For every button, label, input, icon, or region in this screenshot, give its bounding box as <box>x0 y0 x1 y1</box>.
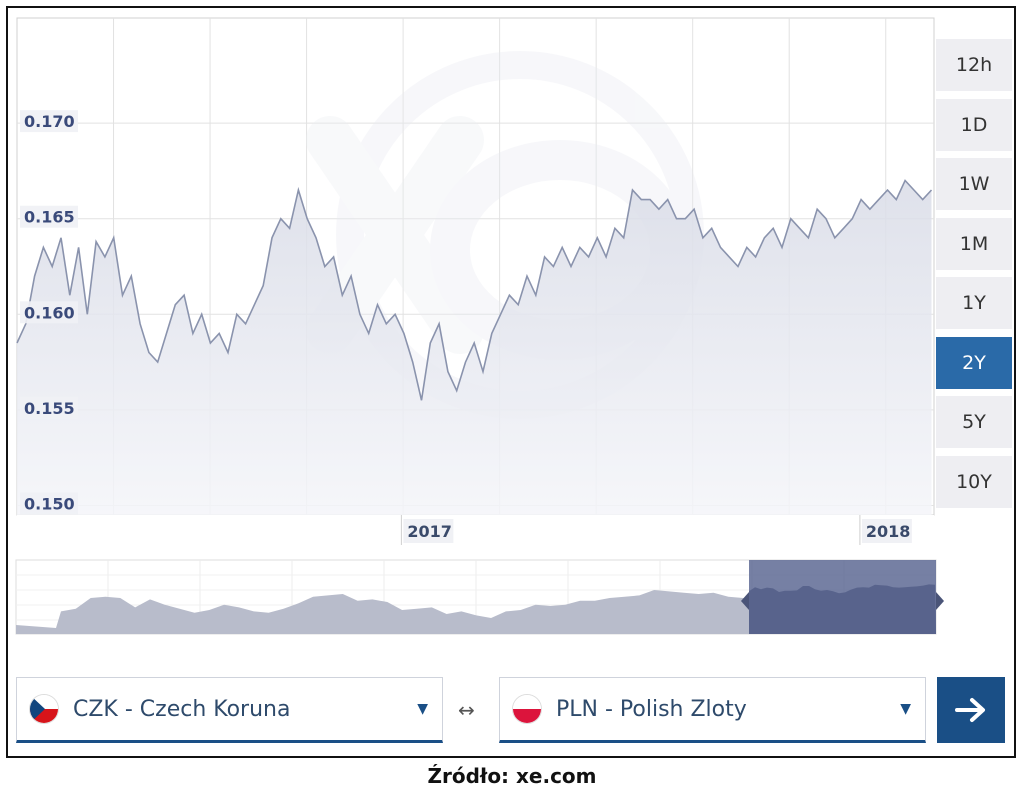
y-tick-label: 0.160 <box>24 303 75 322</box>
series-line <box>16 179 933 401</box>
range-button-1m[interactable]: 1M <box>936 217 1012 270</box>
czech-flag-icon <box>29 694 59 724</box>
navigator-right-handle[interactable] <box>936 592 944 610</box>
y-tick-label-bg <box>20 492 78 515</box>
y-tick-label: 0.170 <box>24 112 75 131</box>
y-tick-label: 0.155 <box>24 399 75 418</box>
chevron-down-icon[interactable]: ▼ <box>900 701 911 717</box>
from-currency-label: CZK - Czech Koruna <box>73 696 291 722</box>
navigator-selected-area <box>749 584 936 634</box>
x-axis-labels: 2017 2018 <box>17 515 934 545</box>
navigator-left-handle[interactable] <box>741 592 749 610</box>
range-button-1w[interactable]: 1W <box>936 158 1012 210</box>
range-navigator[interactable] <box>15 559 944 635</box>
range-button-10y[interactable]: 10Y <box>936 455 1012 508</box>
y-tick-label-bg <box>20 396 78 419</box>
from-currency-select[interactable]: CZK - Czech Koruna ▼ <box>16 677 443 743</box>
x-tick-label: 2017 <box>407 522 452 541</box>
y-tick-label-bg <box>20 205 78 228</box>
navigator-area <box>16 588 936 634</box>
range-button-5y[interactable]: 5Y <box>936 396 1012 448</box>
to-currency-label: PLN - Polish Zloty <box>556 696 747 722</box>
y-tick-label-bg <box>20 301 78 324</box>
y-tick-label-bg <box>20 110 78 133</box>
y-tick-label: 0.150 <box>24 494 75 513</box>
range-button-12h[interactable]: 12h <box>936 39 1012 91</box>
range-button-1d[interactable]: 1D <box>936 98 1012 151</box>
source-caption: Źródło: xe.com <box>427 764 597 788</box>
range-button-2y[interactable]: 2Y <box>936 336 1012 389</box>
convert-go-button[interactable] <box>937 677 1005 743</box>
range-button-1y[interactable]: 1Y <box>936 277 1012 329</box>
x-tick-label: 2018 <box>866 522 911 541</box>
polish-flag-icon <box>512 694 542 724</box>
y-axis-labels: 0.170 0.165 0.160 0.155 0.150 <box>20 110 78 515</box>
rate-chart: 0.170 0.165 0.160 0.155 0.150 2017 2018 <box>15 17 944 635</box>
to-currency-select[interactable]: PLN - Polish Zloty ▼ <box>499 677 926 743</box>
y-tick-label: 0.165 <box>24 208 75 227</box>
arrow-right-icon <box>955 698 985 722</box>
chevron-down-icon[interactable]: ▼ <box>417 701 428 717</box>
swap-currencies-icon[interactable]: ↔ <box>458 698 475 722</box>
series-area <box>17 180 932 515</box>
